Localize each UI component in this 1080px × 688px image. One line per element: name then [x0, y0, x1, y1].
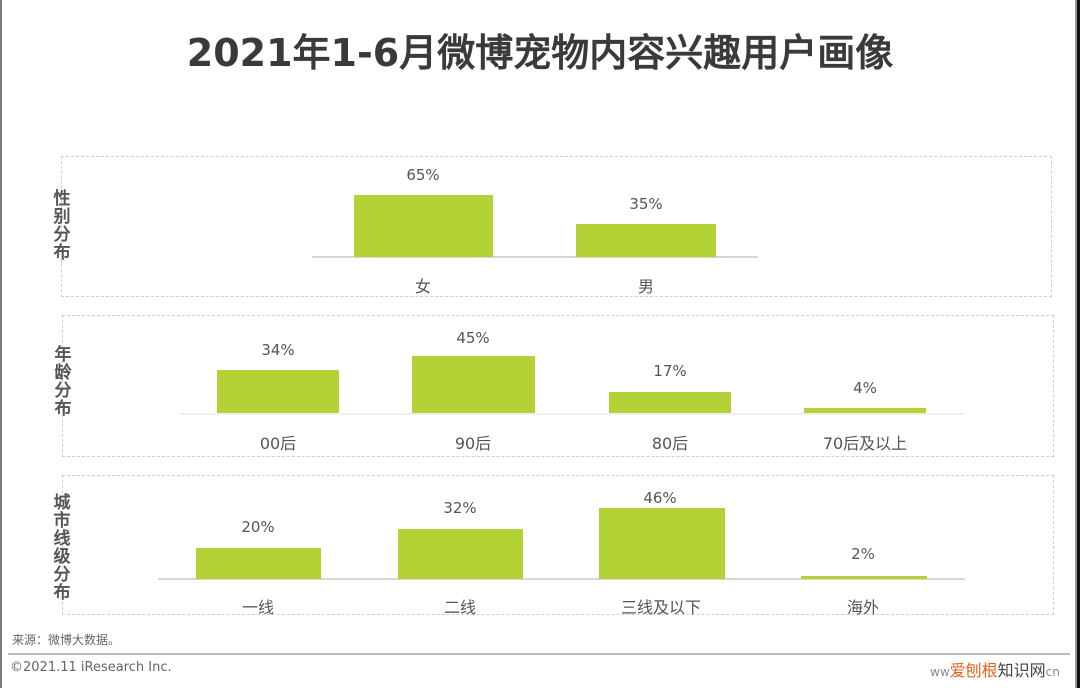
bar-female [354, 195, 493, 257]
bar-80s [609, 392, 731, 413]
value-label-80s: 17% [653, 362, 687, 380]
category-overseas: 海外 [846, 598, 879, 617]
bar-tier2 [398, 529, 523, 579]
category-tier1: 一线 [241, 598, 274, 617]
label-char: 分 [53, 225, 71, 245]
bar-overseas [801, 576, 927, 579]
gender-baseline [312, 256, 758, 258]
value-label-90s: 45% [456, 329, 490, 347]
footer-divider [8, 653, 1070, 655]
label-char: 性 [53, 189, 71, 209]
value-label-tier1: 20% [241, 518, 275, 536]
city-baseline [158, 578, 965, 580]
label-char: 布 [53, 243, 71, 263]
category-tier3-and-below: 三线及以下 [620, 598, 701, 617]
value-label-male: 35% [629, 195, 663, 213]
value-label-overseas: 2% [851, 545, 875, 563]
right-border-shadow [1075, 0, 1077, 688]
label-char: 布 [54, 399, 72, 419]
panel-city-tier-label: 城 市 线 级 分 布 [50, 494, 74, 602]
category-male: 男 [637, 277, 654, 296]
watermark: ww爱刨根知识网cn [930, 657, 1060, 681]
watermark-brand: 爱刨根 [949, 661, 998, 680]
category-tier2: 二线 [443, 598, 476, 617]
watermark-prefix: ww [930, 665, 950, 679]
left-border [0, 0, 2, 688]
value-label-tier3: 46% [643, 489, 677, 507]
category-female: 女 [414, 277, 431, 296]
label-char: 级 [53, 547, 71, 567]
source-note: 来源：微博大数据。 [12, 633, 121, 647]
value-label-female: 65% [406, 166, 440, 184]
value-label-tier2: 32% [443, 499, 477, 517]
panel-gender-label: 性 别 分 布 [50, 190, 74, 262]
label-char: 龄 [54, 363, 72, 383]
label-char: 城 [53, 493, 71, 513]
label-char: 别 [53, 207, 71, 227]
label-char: 线 [53, 529, 71, 549]
bar-70s-and-above [804, 408, 926, 413]
label-char: 年 [54, 345, 72, 365]
watermark-rest: 知识网 [997, 661, 1046, 680]
bar-00s [217, 370, 339, 413]
right-border [1077, 0, 1080, 688]
panel-age-label: 年 龄 分 布 [51, 346, 75, 418]
label-char: 分 [53, 565, 71, 585]
bar-tier1 [196, 548, 321, 579]
page-title: 2021年1-6月微博宠物内容兴趣用户画像 [186, 31, 894, 75]
bar-male [576, 224, 716, 257]
bar-tier3-and-below [599, 508, 725, 579]
category-70s-and-above: 70后及以上 [822, 434, 908, 453]
category-00s: 00后 [259, 434, 297, 453]
copyright: ©2021.11 iResearch Inc. [10, 660, 172, 675]
label-char: 分 [54, 381, 72, 401]
panel-gender [61, 156, 1052, 297]
value-label-70s: 4% [853, 379, 877, 397]
bar-90s [412, 356, 535, 413]
category-80s: 80后 [651, 434, 689, 453]
value-label-00s: 34% [261, 341, 295, 359]
panel-city-tier [62, 475, 1054, 615]
label-char: 市 [53, 511, 71, 531]
age-baseline [180, 413, 964, 415]
label-char: 布 [53, 583, 71, 603]
panel-age [62, 315, 1054, 457]
watermark-suffix: cn [1045, 665, 1060, 679]
category-90s: 90后 [454, 434, 492, 453]
